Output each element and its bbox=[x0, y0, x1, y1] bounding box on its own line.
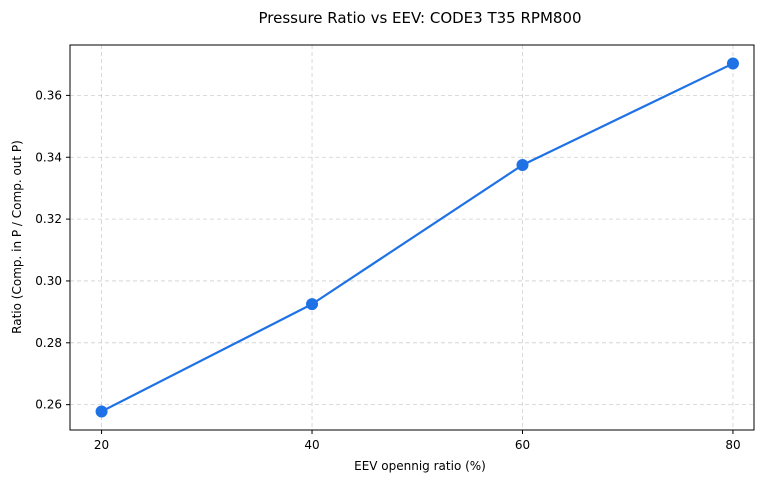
chart-title: Pressure Ratio vs EEV: CODE3 T35 RPM800 bbox=[258, 9, 581, 27]
series bbox=[95, 57, 739, 418]
x-tick-label: 40 bbox=[304, 438, 319, 452]
axis-ticks: 20 40 60 80 0.26 0.28 0.30 0.32 0.34 0.36 bbox=[35, 88, 740, 452]
x-tick-label: 80 bbox=[725, 438, 740, 452]
plot-frame bbox=[69, 44, 755, 431]
y-tick-label: 0.34 bbox=[35, 150, 62, 164]
series-line bbox=[100, 62, 735, 413]
data-point bbox=[726, 57, 739, 70]
y-axis-label: Ratio (Comp. in P / Comp. out P) bbox=[10, 140, 24, 334]
x-tick-label: 20 bbox=[94, 438, 109, 452]
x-axis-label: EEV opennig ratio (%) bbox=[354, 459, 486, 473]
grid bbox=[70, 45, 754, 430]
x-tick-label: 60 bbox=[515, 438, 530, 452]
y-tick-label: 0.32 bbox=[35, 212, 62, 226]
data-point bbox=[516, 158, 529, 171]
y-tick-label: 0.26 bbox=[35, 398, 62, 412]
y-tick-label: 0.36 bbox=[35, 88, 62, 102]
data-point bbox=[95, 405, 108, 418]
data-point bbox=[306, 298, 319, 311]
y-tick-label: 0.30 bbox=[35, 274, 62, 288]
y-tick-label: 0.28 bbox=[35, 336, 62, 350]
